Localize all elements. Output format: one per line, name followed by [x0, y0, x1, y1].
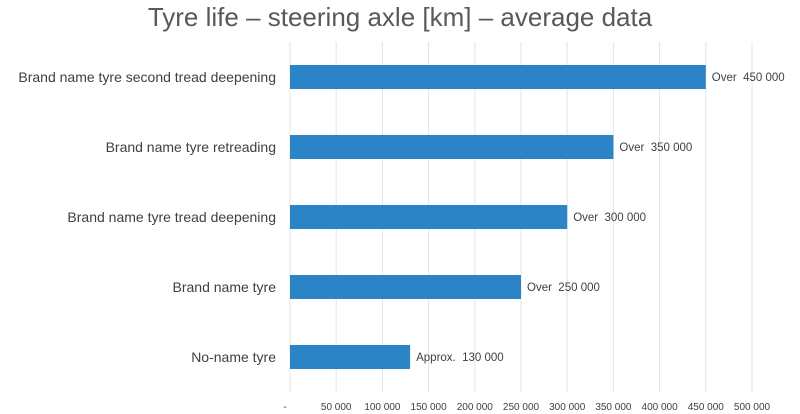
data-label: Over 250 000 [527, 282, 600, 294]
x-tick-label: 200 000 [457, 402, 494, 413]
x-tick-label: 300 000 [549, 402, 586, 413]
data-label: Over 350 000 [619, 142, 692, 154]
x-tick-label: 400 000 [642, 402, 679, 413]
data-label: Approx. 130 000 [416, 352, 504, 364]
x-tick-label: 250 000 [503, 402, 540, 413]
bar [290, 345, 411, 369]
data-labels: Over 450 000 Over 350 000 Over 300 000 Over… [416, 72, 785, 364]
bar [290, 205, 568, 229]
bar [290, 65, 706, 89]
x-tick-label: 450 000 [688, 402, 725, 413]
category-label: Brand name tyre retreading [106, 139, 276, 155]
x-tick-label: 100 000 [364, 402, 401, 413]
x-tick-label: 500 000 [734, 402, 771, 413]
category-label: Brand name tyre second tread deepening [18, 69, 276, 85]
bar [290, 275, 521, 299]
bars [290, 65, 706, 369]
data-label: Over 300 000 [573, 212, 646, 224]
category-label: Brand name tyre [173, 279, 277, 295]
x-tick-label: 350 000 [595, 402, 632, 413]
bar [290, 135, 614, 159]
x-axis-ticks: - 50 000 100 000 150 000 200 000 250 000 300 0… [283, 402, 770, 413]
data-label: Over 450 000 [712, 72, 785, 84]
x-tick-label: 150 000 [411, 402, 448, 413]
category-label: Brand name tyre tread deepening [67, 209, 276, 225]
x-tick-label: 50 000 [321, 402, 352, 413]
category-labels: Brand name tyre second tread deepening Br… [18, 69, 276, 365]
category-label: No-name tyre [191, 349, 276, 365]
chart-title: Tyre life – steering axle [km] – average… [147, 2, 653, 32]
x-tick-label: - [283, 402, 286, 413]
